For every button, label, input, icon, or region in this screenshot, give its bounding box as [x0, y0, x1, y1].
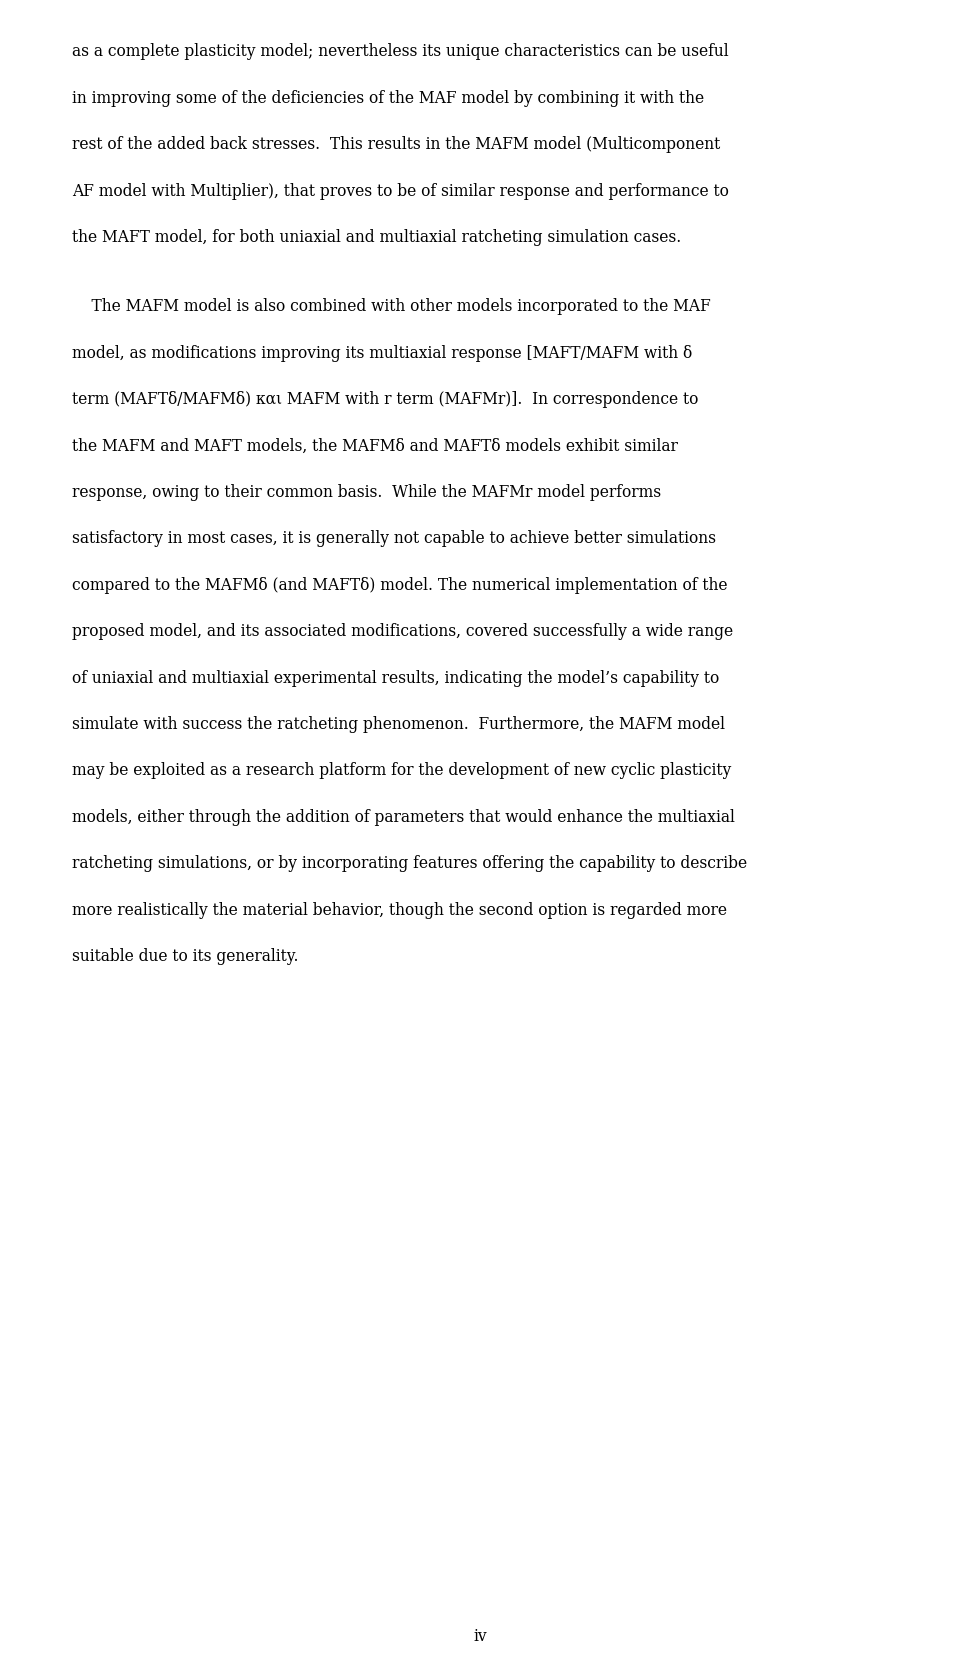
Text: may be exploited as a research platform for the development of new cyclic plasti: may be exploited as a research platform …	[72, 763, 732, 780]
Text: AF model with Multiplier), that proves to be of similar response and performance: AF model with Multiplier), that proves t…	[72, 182, 729, 200]
Text: models, either through the addition of parameters that would enhance the multiax: models, either through the addition of p…	[72, 808, 734, 825]
Text: of uniaxial and multiaxial experimental results, indicating the model’s capabili: of uniaxial and multiaxial experimental …	[72, 670, 719, 686]
Text: compared to the MAFMδ (and MAFTδ) model. The numerical implementation of the: compared to the MAFMδ (and MAFTδ) model.…	[72, 576, 728, 593]
Text: term (MAFTδ/MAFMδ) και MAFM with r term (MAFMr)].  In correspondence to: term (MAFTδ/MAFMδ) και MAFM with r term …	[72, 391, 698, 407]
Text: iv: iv	[473, 1628, 487, 1645]
Text: response, owing to their common basis.  While the MAFMr model performs: response, owing to their common basis. W…	[72, 484, 661, 501]
Text: model, as modifications improving its multiaxial response [MAFT/MAFM with δ: model, as modifications improving its mu…	[72, 344, 692, 361]
Text: in improving some of the deficiencies of the MAF model by combining it with the: in improving some of the deficiencies of…	[72, 90, 704, 107]
Text: as a complete plasticity model; nevertheless its unique characteristics can be u: as a complete plasticity model; neverthe…	[72, 43, 729, 60]
Text: suitable due to its generality.: suitable due to its generality.	[72, 949, 299, 965]
Text: the MAFM and MAFT models, the MAFMδ and MAFTδ models exhibit similar: the MAFM and MAFT models, the MAFMδ and …	[72, 438, 678, 454]
Text: ratcheting simulations, or by incorporating features offering the capability to : ratcheting simulations, or by incorporat…	[72, 855, 747, 872]
Text: the MAFT model, for both uniaxial and multiaxial ratcheting simulation cases.: the MAFT model, for both uniaxial and mu…	[72, 229, 682, 245]
Text: rest of the added back stresses.  This results in the MAFM model (Multicomponent: rest of the added back stresses. This re…	[72, 137, 720, 154]
Text: The MAFM model is also combined with other models incorporated to the MAF: The MAFM model is also combined with oth…	[72, 299, 710, 316]
Text: proposed model, and its associated modifications, covered successfully a wide ra: proposed model, and its associated modif…	[72, 623, 733, 640]
Text: satisfactory in most cases, it is generally not capable to achieve better simula: satisfactory in most cases, it is genera…	[72, 531, 716, 548]
Text: simulate with success the ratcheting phenomenon.  Furthermore, the MAFM model: simulate with success the ratcheting phe…	[72, 716, 725, 733]
Text: more realistically the material behavior, though the second option is regarded m: more realistically the material behavior…	[72, 902, 727, 919]
